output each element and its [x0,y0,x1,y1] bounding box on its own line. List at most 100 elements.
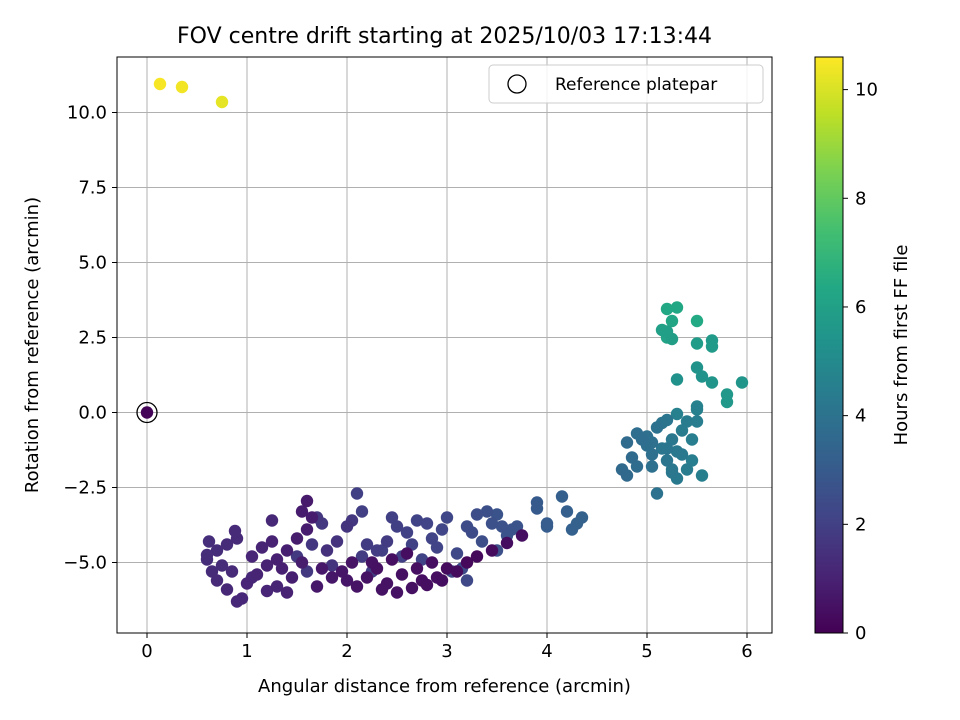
data-point [670,373,684,386]
data-point [140,406,154,419]
data-point [295,505,309,518]
x-tick-label: 1 [241,641,252,662]
data-point [440,562,454,575]
data-point [275,562,289,575]
data-point [440,511,454,524]
data-point [450,565,464,578]
data-point [675,424,689,437]
data-point [565,523,579,536]
y-tick-label: 7.5 [78,178,107,199]
data-point [280,586,294,599]
colorbar-tick-label: 10 [855,80,878,101]
legend-label: Reference platepar [555,75,717,95]
data-point [650,487,664,500]
data-point [215,559,229,572]
y-tick-label: −2.5 [63,478,107,499]
data-point [405,581,419,595]
data-point [245,550,259,563]
data-point [370,562,384,575]
data-point [355,550,369,563]
data-point [228,524,242,538]
chart-title: FOV centre drift starting at 2025/10/03 … [177,24,712,49]
data-point [260,559,274,572]
colorbar-ticks: 0 2 4 6 8 10 [843,80,878,644]
data-points [136,77,749,608]
x-tick-label: 0 [141,641,152,662]
data-point [495,520,509,533]
data-point [220,583,234,596]
data-point [290,532,304,545]
data-point [305,511,319,524]
data-point [470,508,484,521]
data-point [690,403,704,416]
data-point [175,80,189,94]
data-point [670,301,684,314]
data-point [345,556,359,569]
data-point [370,544,384,557]
x-axis-label: Angular distance from reference (arcmin) [258,676,631,697]
data-point [460,556,474,569]
data-point [202,535,216,548]
colorbar-tick-label: 6 [855,297,866,318]
colorbar-tick-label: 4 [855,406,866,427]
data-point [690,415,704,428]
data-point [400,526,414,539]
data-point [515,529,529,542]
data-point [395,568,409,581]
data-point [375,583,389,596]
y-tick-label: −5.0 [63,553,107,574]
data-point [415,574,429,587]
legend-box [488,64,764,104]
data-point [360,571,374,584]
data-point [670,445,684,458]
data-point [300,523,314,536]
data-point [325,571,339,584]
data-point [230,595,244,608]
data-point [355,505,369,518]
data-point [635,433,649,446]
data-point [265,535,279,548]
data-point [665,314,679,328]
x-tick-label: 3 [441,641,452,662]
data-point [280,544,294,557]
data-point [350,487,364,500]
data-point [660,442,674,455]
data-point [225,565,239,578]
data-point [350,580,364,593]
data-point [380,535,394,548]
data-point [655,323,669,337]
plot-frame [116,56,773,634]
data-point [340,520,354,533]
y-tick-label: 2.5 [78,328,107,349]
data-point [620,436,634,449]
data-point [485,517,499,530]
data-point [325,559,339,572]
data-point [410,514,424,527]
data-point [500,536,514,550]
data-point [335,565,349,578]
y-tick-label: 0.0 [78,403,107,424]
axis-ticks: 0 1 2 3 4 5 6 −5.0 −2.5 0.0 2.5 5.0 7.5 10.0 [63,103,752,663]
data-point [705,376,719,389]
data-point [620,469,634,482]
data-point [435,574,449,587]
data-point [153,77,167,91]
data-point [660,454,674,467]
data-point [695,469,709,482]
data-point [300,494,314,508]
colorbar-gradient [815,57,843,633]
data-point [690,314,704,328]
data-point [650,421,664,434]
data-point [470,550,484,563]
legend: Reference platepar [488,64,764,104]
data-point [390,586,404,599]
data-point [210,574,224,587]
x-tick-label: 2 [341,641,352,662]
data-point [735,376,749,389]
data-point [690,337,704,350]
y-tick-label: 5.0 [78,253,107,274]
data-point [260,584,274,598]
data-point [460,520,474,533]
data-point [385,553,399,566]
data-point [265,514,279,527]
